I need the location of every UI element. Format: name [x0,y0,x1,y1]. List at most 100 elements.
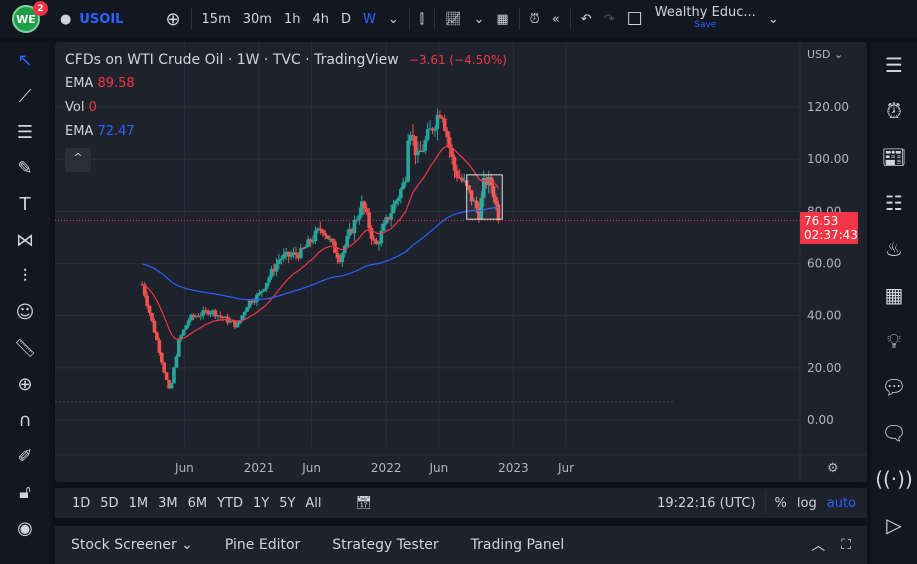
settings-gear-icon[interactable]: ⚙ [827,461,839,476]
candle-body [320,230,325,234]
time-tick: 2021 [244,461,275,475]
candle-body [191,314,196,317]
user-avatar[interactable]: WE 2 [12,1,48,33]
chats-icon[interactable]: 💬︎ [881,375,907,399]
auto-toggle[interactable]: auto [826,495,856,511]
interval-W[interactable]: W [363,11,376,27]
candle-body [233,321,237,328]
add-list-icon[interactable]: ☷ [885,191,903,215]
chevron-down-icon[interactable]: ⌄ [767,11,779,27]
divider [433,8,435,30]
redo-icon[interactable]: ↷ [603,11,615,27]
candle-body [213,310,218,317]
collapse-legend-button[interactable]: ^ [65,148,91,172]
trend-line-icon[interactable]: ⟋ [18,85,32,107]
candle-body [460,177,464,181]
messages-icon[interactable]: 🗨︎ [881,421,907,445]
undo-icon[interactable]: ↶ [580,11,592,27]
candle-body [220,316,225,318]
candle-body [433,128,437,131]
hotlist-fire-icon[interactable]: ♨ [885,237,903,261]
tab-stock-screener[interactable]: Stock Screener ⌄ [71,537,193,553]
tab-pine-editor[interactable]: Pine Editor [224,537,301,553]
interval-4h[interactable]: 4h [312,11,329,27]
indicators-icon[interactable]: 📈︎ [444,11,462,27]
symbol-label: USOIL [79,11,124,27]
interval-1h[interactable]: 1h [283,11,301,27]
tab-strategy-tester[interactable]: Strategy Tester [332,537,439,553]
news-icon[interactable]: 📰︎ [881,145,907,169]
range-all[interactable]: All [305,495,322,511]
range-1m[interactable]: 1M [128,495,149,511]
date-range-icon[interactable]: 📅︎ [355,495,373,511]
layout-name-button[interactable]: Wealthy Educ... Save [649,0,762,38]
text-icon[interactable]: T [19,193,31,215]
chevron-down-icon[interactable]: ⌄ [387,11,399,27]
tab-trading-panel[interactable]: Trading Panel [470,537,565,553]
fib-lines-icon[interactable]: ☰ [16,121,34,143]
help-icon[interactable]: ▷ [886,513,902,537]
candle-body [245,307,249,312]
ema-slow-legend[interactable]: EMA 72.47 [65,122,507,146]
rectangle-drawing[interactable] [466,174,503,220]
maximize-panel-icon[interactable]: ⛶ [841,537,851,553]
chart-area[interactable]: 120.00 100.00 80.00 60.00 40.00 20.00 0.00 USD … [55,42,867,482]
range-1y[interactable]: 1Y [252,495,270,511]
candle-body [284,251,288,255]
candle-body [481,178,486,198]
candle-body [450,148,454,157]
candle-body [381,223,386,231]
price-tick: 100.00 [807,152,849,166]
divider [408,8,410,30]
lock-pencil-icon[interactable]: ✐ [17,445,33,467]
replay-icon[interactable]: « [551,11,560,27]
vol-legend[interactable]: Vol 0 [65,98,507,122]
save-label: Save [694,20,717,30]
candle-body [494,197,498,205]
utc-clock[interactable]: 19:22:16 (UTC) [657,495,756,511]
ema-fast-legend[interactable]: EMA 89.58 [65,74,507,98]
price-chart[interactable]: 120.00100.0080.0060.0040.0020.000.00USD … [55,42,867,482]
watchlist-icon[interactable]: ☰ [885,53,903,77]
fullscreen-square-icon[interactable]: ☐ [626,8,643,30]
emoji-icon[interactable]: ☺ [15,301,35,323]
ruler-icon[interactable]: 📏︎ [13,337,37,359]
lock-icon[interactable]: 🔓︎ [19,481,31,503]
candle-body [428,128,432,130]
percent-toggle[interactable]: % [774,495,787,511]
candle-body [333,241,337,253]
range-6m[interactable]: 6M [187,495,208,511]
ideas-bulb-icon[interactable]: 💡︎ [887,329,901,353]
eye-icon[interactable]: ◉ [17,517,33,539]
prediction-icon[interactable]: ⫶ [22,265,28,287]
range-5d[interactable]: 5D [100,495,119,511]
time-tick: Jun [301,461,321,475]
chevron-down-icon[interactable]: ⌄ [473,11,485,27]
brush-icon[interactable]: ✎ [17,157,33,179]
collapse-panel-icon[interactable]: ︿ [811,538,826,554]
zoom-in-icon[interactable]: ⊕ [17,373,33,395]
range-1d[interactable]: 1D [72,495,91,511]
candles-icon[interactable]: ⫿ [419,11,424,27]
calendar-icon[interactable]: ▦ [884,283,904,307]
candle-body [277,259,281,264]
droplet-icon: ● [60,11,72,27]
layouts-grid-icon[interactable]: ▦ [496,11,509,27]
range-3m[interactable]: 3M [158,495,178,511]
interval-15m[interactable]: 15m [201,11,231,27]
interval-D[interactable]: D [341,11,352,27]
alert-clock-icon[interactable]: ⏰︎ [529,11,540,27]
symbol-search[interactable]: ● USOIL [54,0,129,38]
streams-icon[interactable]: ((·)) [875,467,913,491]
interval-30m[interactable]: 30m [242,11,272,27]
pattern-icon[interactable]: ⋈ [16,229,34,251]
candle-body [199,315,203,317]
range-ytd[interactable]: YTD [217,495,243,511]
range-5y[interactable]: 5Y [279,495,296,511]
log-toggle[interactable]: log [796,495,817,511]
alarm-clock-icon[interactable]: ⏰︎ [886,99,902,123]
cursor-icon[interactable]: ↖ [17,49,33,71]
candle-body [330,238,335,242]
compare-plus-icon[interactable]: ⊕ [165,8,181,30]
magnet-icon[interactable]: ∩ [18,409,32,431]
